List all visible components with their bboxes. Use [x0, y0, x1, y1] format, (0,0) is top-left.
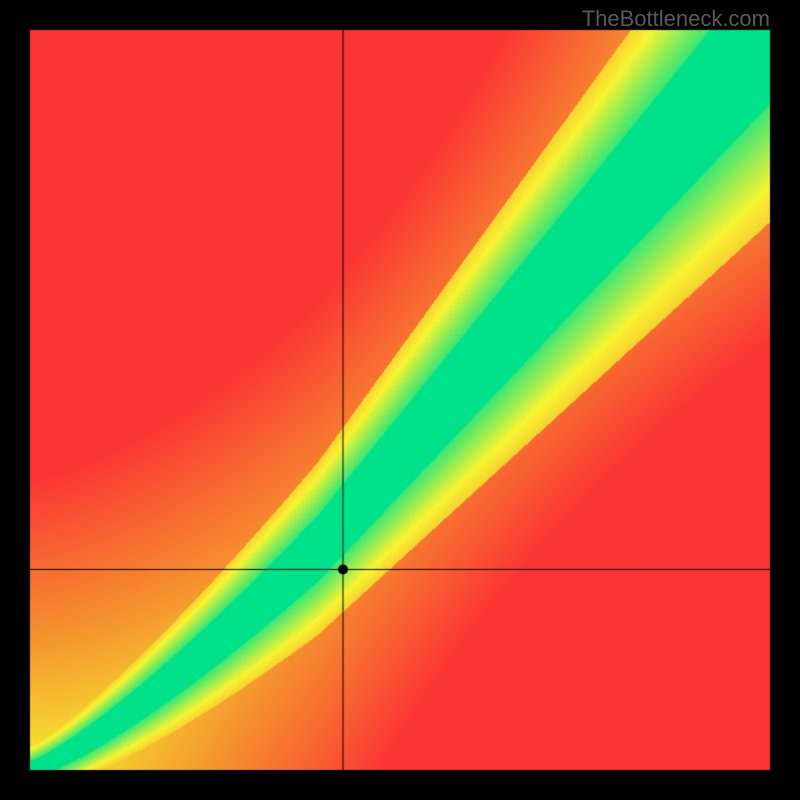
- watermark-text: TheBottleneck.com: [582, 6, 770, 32]
- chart-container: { "watermark": { "text": "TheBottleneck.…: [0, 0, 800, 800]
- bottleneck-heatmap: [0, 0, 800, 800]
